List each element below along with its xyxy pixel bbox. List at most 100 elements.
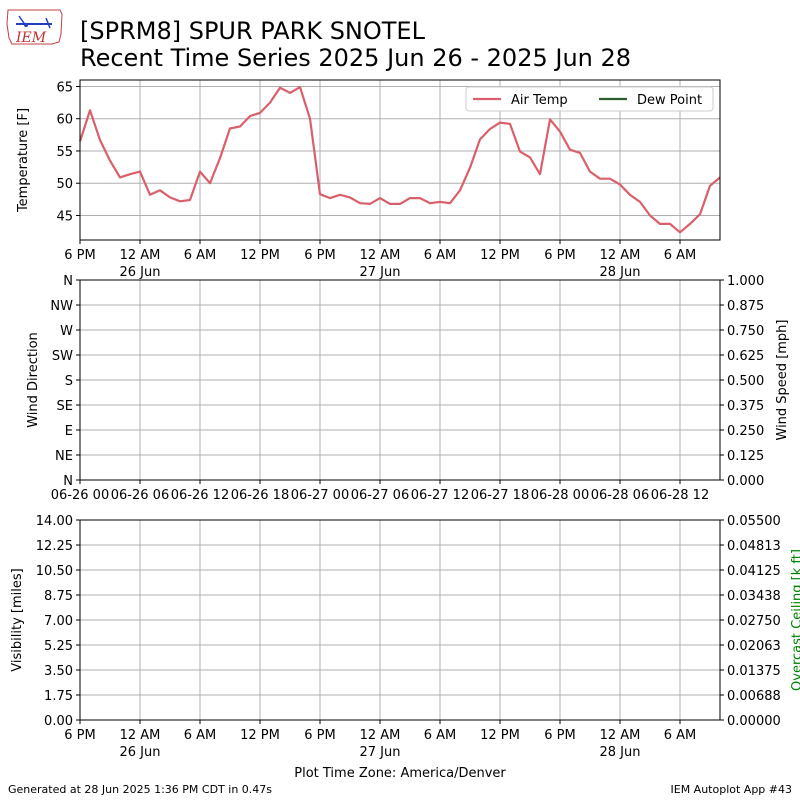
ceiling-tick-label: 0.02750: [727, 614, 781, 629]
temp-x-tick-label: 6 AM: [664, 248, 697, 263]
vis-x-tick-label: 6 AM: [664, 728, 697, 743]
temp-y-tick-label: 65: [56, 80, 73, 95]
wind-direction-tick-label: S: [65, 374, 73, 389]
vis-x-date-label: 27 Jun: [360, 745, 401, 760]
temp-x-tick-label: 6 PM: [544, 248, 575, 263]
visibility-tick-label: 10.50: [36, 564, 73, 579]
wind-x-tick-label: 06-28 00: [531, 488, 589, 503]
vis-x-tick-label: 6 PM: [64, 728, 95, 743]
visibility-tick-label: 3.50: [44, 664, 73, 679]
vis-x-tick-label: 6 AM: [184, 728, 217, 743]
legend-label-air-temp: Air Temp: [511, 93, 568, 108]
ceiling-tick-label: 0.01375: [727, 664, 781, 679]
ceiling-tick-label: 0.00688: [727, 689, 781, 704]
wind-x-tick-label: 06-28 06: [591, 488, 649, 503]
wind-direction-tick-label: NW: [50, 299, 73, 314]
wind-direction-tick-label: NE: [55, 449, 73, 464]
visibility-tick-label: 14.00: [36, 514, 73, 529]
air-temp-line: [78, 86, 721, 234]
temp-x-tick-label: 6 AM: [184, 248, 217, 263]
wind-speed-tick-label: 0.750: [727, 324, 764, 339]
vis-x-tick-label: 12 AM: [360, 728, 401, 743]
ceiling-tick-label: 0.00000: [727, 714, 781, 729]
wind-x-tick-label: 06-28 12: [651, 488, 709, 503]
wind-speed-tick-label: 1.000: [727, 274, 764, 289]
vis-axes-frame: [79, 519, 721, 721]
wind-direction-tick-label: E: [65, 424, 73, 439]
temp-x-tick-label: 12 AM: [360, 248, 401, 263]
wind-x-tick-label: 06-26 12: [171, 488, 229, 503]
vis-x-date-label: 28 Jun: [600, 745, 641, 760]
iem-logo: IEM: [4, 4, 66, 54]
temp-x-tick-label: 6 PM: [64, 248, 95, 263]
visibility-tick-label: 8.75: [44, 589, 73, 604]
temp-y-tick-label: 60: [56, 113, 73, 128]
wind-speed-axis-label: Wind Speed [mph]: [775, 320, 790, 441]
wind-x-tick-label: 06-26 06: [111, 488, 169, 503]
wind-direction-tick-label: SW: [52, 349, 73, 364]
wind-speed-tick-label: 0.000: [727, 474, 764, 489]
temp-y-tick-label: 55: [56, 145, 73, 160]
vis-x-date-label: 26 Jun: [120, 745, 161, 760]
wind-speed-tick-label: 0.125: [727, 449, 764, 464]
vis-x-tick-label: 12 AM: [600, 728, 641, 743]
wind-speed-tick-label: 0.625: [727, 349, 764, 364]
ceiling-tick-label: 0.04125: [727, 564, 781, 579]
wind-direction-tick-label: SE: [57, 399, 73, 414]
wind-x-tick-label: 06-27 00: [291, 488, 349, 503]
visibility-tick-label: 5.25: [44, 639, 73, 654]
app-label: IEM Autoplot App #43: [670, 783, 793, 796]
wind-x-tick-label: 06-26 18: [231, 488, 289, 503]
wind-speed-tick-label: 0.375: [727, 399, 764, 414]
wind-x-tick-label: 06-26 00: [51, 488, 109, 503]
timezone-axis-label: Plot Time Zone: America/Denver: [294, 766, 506, 781]
generated-note: Generated at 28 Jun 2025 1:36 PM CDT in …: [8, 783, 273, 796]
vis-x-tick-label: 6 PM: [304, 728, 335, 743]
temp-y-axis-label: Temperature [F]: [16, 108, 31, 213]
temp-x-date-label: 28 Jun: [600, 265, 641, 280]
visibility-tick-label: 1.75: [44, 689, 73, 704]
legend-label-dew-point: Dew Point: [637, 93, 702, 108]
vis-x-tick-label: 6 AM: [424, 728, 457, 743]
vis-x-tick-label: 12 PM: [240, 728, 280, 743]
wind-direction-axis-label: Wind Direction: [26, 332, 41, 428]
temp-x-tick-label: 12 AM: [120, 248, 161, 263]
temp-x-date-label: 26 Jun: [120, 265, 161, 280]
visibility-tick-label: 7.00: [44, 614, 73, 629]
visibility-axis-label: Visibility [miles]: [10, 568, 25, 671]
ceiling-axis-label: Overcast Ceiling [k ft]: [790, 549, 800, 691]
wind-speed-tick-label: 0.875: [727, 299, 764, 314]
temp-x-tick-label: 12 AM: [600, 248, 641, 263]
visibility-tick-label: 12.25: [36, 539, 73, 554]
ceiling-tick-label: 0.02063: [727, 639, 781, 654]
wind-direction-tick-label: W: [60, 324, 73, 339]
temp-x-tick-label: 6 PM: [304, 248, 335, 263]
wind-x-tick-label: 06-27 06: [351, 488, 409, 503]
wind-x-tick-label: 06-27 12: [411, 488, 469, 503]
svg-text:IEM: IEM: [15, 30, 47, 46]
wind-direction-tick-label: N: [63, 474, 73, 489]
wind-x-tick-label: 06-27 18: [471, 488, 529, 503]
legend-box: [465, 86, 714, 112]
temp-x-tick-label: 12 PM: [480, 248, 520, 263]
vis-x-tick-label: 12 AM: [120, 728, 161, 743]
ceiling-tick-label: 0.05500: [727, 514, 781, 529]
ceiling-tick-label: 0.04813: [727, 539, 781, 554]
ceiling-tick-label: 0.03438: [727, 589, 781, 604]
chart-subtitle: Recent Time Series 2025 Jun 26 - 2025 Ju…: [80, 44, 632, 72]
visibility-tick-label: 0.00: [44, 714, 73, 729]
wind-direction-tick-label: N: [63, 274, 73, 289]
wind-axes-frame: [79, 279, 721, 481]
chart-title: [SPRM8] SPUR PARK SNOTEL: [80, 17, 425, 45]
vis-x-tick-label: 12 PM: [480, 728, 520, 743]
vis-x-tick-label: 6 PM: [544, 728, 575, 743]
temp-x-tick-label: 6 AM: [424, 248, 457, 263]
wind-speed-tick-label: 0.500: [727, 374, 764, 389]
temp-y-tick-label: 45: [56, 209, 73, 224]
temp-x-date-label: 27 Jun: [360, 265, 401, 280]
temp-x-tick-label: 12 PM: [240, 248, 280, 263]
temp-y-tick-label: 50: [56, 177, 73, 192]
wind-speed-tick-label: 0.250: [727, 424, 764, 439]
temp-axes-frame: [79, 79, 721, 241]
